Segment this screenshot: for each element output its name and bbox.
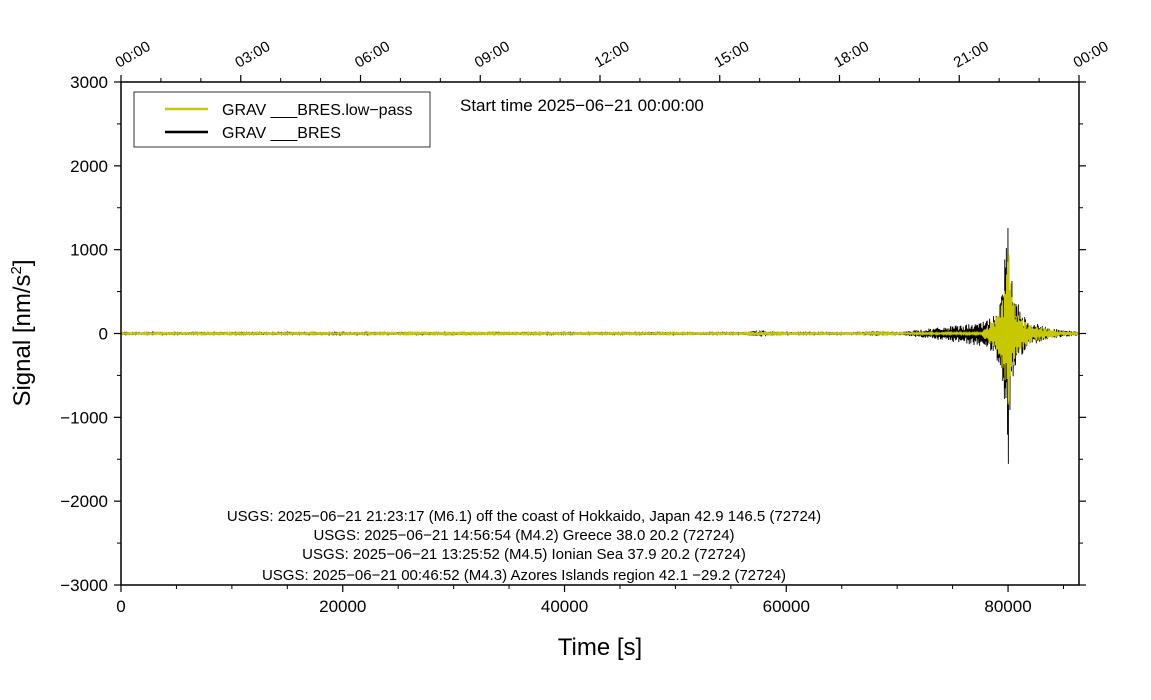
y-tick-label: 3000 — [70, 73, 108, 92]
x-tick-label: 20000 — [319, 597, 366, 616]
top-tick-label: 15:00 — [711, 38, 752, 71]
y-axis-title: Signal [nm/s2] — [8, 259, 36, 406]
x-axis-title: Time [s] — [558, 634, 642, 661]
start-time-label: Start time 2025−06−21 00:00:00 — [460, 96, 704, 115]
top-tick-label: 00:00 — [113, 38, 154, 71]
top-tick-label: 00:00 — [1071, 38, 1112, 71]
event-annotation: USGS: 2025−06−21 21:23:17 (M6.1) off the… — [227, 508, 821, 525]
legend: GRAV ___BRES.low−pass GRAV ___BRES — [133, 91, 431, 148]
top-tick-label: 09:00 — [472, 38, 513, 71]
y-tick-label: −3000 — [60, 576, 108, 595]
y-tick-label: −2000 — [60, 492, 108, 511]
event-annotation: USGS: 2025−06−21 14:56:54 (M4.2) Greece … — [313, 527, 734, 544]
top-tick-label: 21:00 — [951, 38, 992, 71]
legend-label-raw: GRAV ___BRES — [222, 125, 341, 142]
event-annotation: USGS: 2025−06−21 00:46:52 (M4.3) Azores … — [262, 567, 786, 584]
x-tick-label: 0 — [116, 597, 125, 616]
y-axis-title-suffix: ] — [9, 259, 36, 266]
x-tick-label: 60000 — [763, 597, 810, 616]
x-tick-label: 80000 — [984, 597, 1031, 616]
y-tick-label: 2000 — [70, 157, 108, 176]
top-tick-label: 12:00 — [592, 38, 633, 71]
y-tick-label: 1000 — [70, 241, 108, 260]
top-tick-label: 03:00 — [232, 38, 273, 71]
x-tick-label: 40000 — [541, 597, 588, 616]
series-line-lowpass — [120, 254, 1080, 405]
top-tick-label: 06:00 — [352, 38, 393, 71]
event-annotations: USGS: 2025−06−21 21:23:17 (M6.1) off the… — [227, 508, 821, 584]
y-tick-label: −1000 — [60, 408, 108, 427]
top-tick-label: 18:00 — [831, 38, 872, 71]
legend-box — [133, 91, 431, 148]
series-line-raw — [120, 227, 1080, 464]
plot-area — [120, 227, 1080, 464]
event-annotation: USGS: 2025−06−21 13:25:52 (M4.5) Ionian … — [302, 546, 746, 563]
y-axis-title-main: Signal [nm/s — [9, 274, 36, 406]
legend-label-lowpass: GRAV ___BRES.low−pass — [222, 102, 412, 119]
y-tick-label: 0 — [99, 325, 108, 344]
y-axis-title-superscript: 2 — [8, 266, 25, 274]
